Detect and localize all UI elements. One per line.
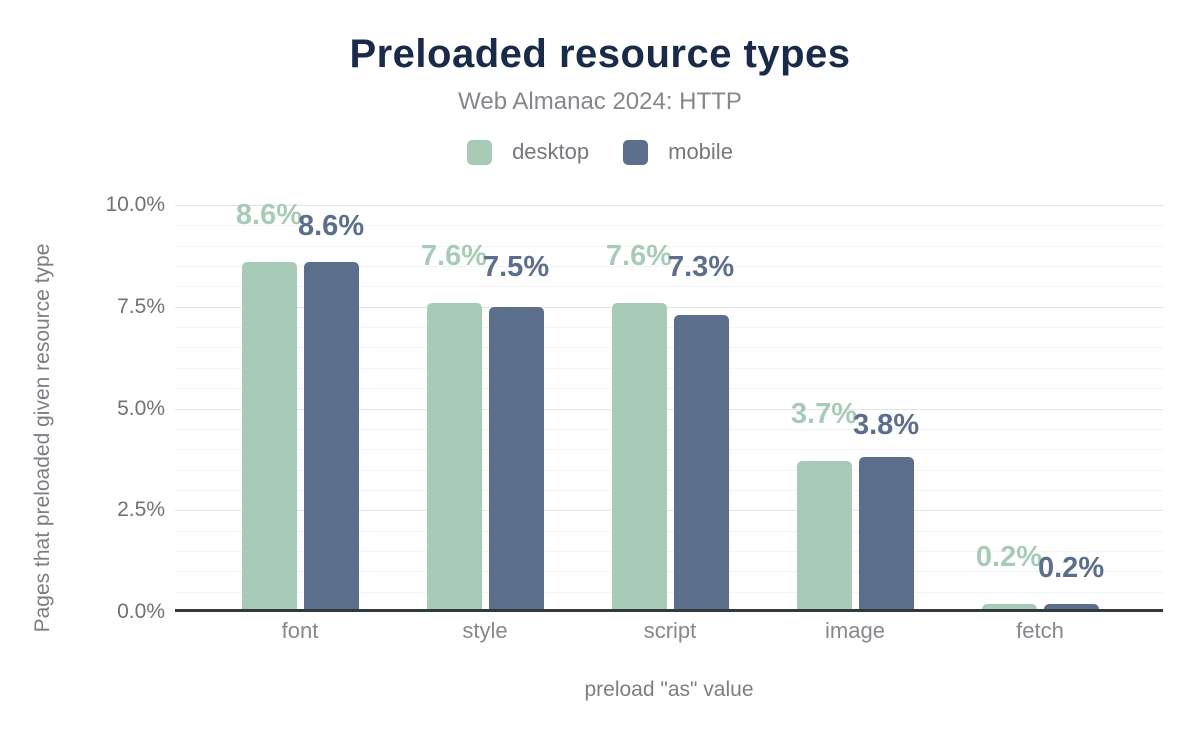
bar-mobile-font <box>303 261 359 612</box>
x-category-label-fetch: fetch <box>1016 618 1064 643</box>
x-category-label-style: style <box>462 618 508 643</box>
chart-subtitle: Web Almanac 2024: HTTP <box>458 88 742 115</box>
legend-label-desktop: desktop <box>512 139 590 164</box>
legend-swatch-desktop <box>467 139 493 165</box>
bar-label-desktop-fetch: 0.2% <box>975 540 1042 573</box>
x-category-label-script: script <box>643 618 697 643</box>
minor-gridline-2 <box>175 530 1163 532</box>
minor-gridline-9 <box>175 245 1163 247</box>
bar-label-desktop-script: 7.6% <box>605 239 672 272</box>
x-category-label-font: font <box>281 618 319 643</box>
minor-gridline-5.5 <box>175 388 1163 390</box>
y-tick-label-0.0%: 0.0% <box>117 600 165 623</box>
y-tick-label-5.0%: 5.0% <box>117 396 165 420</box>
minor-gridline-4.5 <box>175 428 1163 430</box>
bar-desktop-image <box>796 461 852 612</box>
major-gridline-2.5 <box>175 510 1163 512</box>
legend-swatch-mobile <box>623 139 649 165</box>
minor-gridline-1.5 <box>175 550 1163 552</box>
bar-mobile-style <box>488 306 544 612</box>
bar-desktop-style <box>426 302 482 612</box>
minor-gridline-6.5 <box>175 347 1163 349</box>
bar-label-mobile-script: 7.3% <box>668 250 735 283</box>
x-axis-title: preload "as" value <box>584 678 754 701</box>
bar-desktop-font <box>241 261 297 612</box>
major-gridline-10 <box>175 205 1163 206</box>
legend: desktop mobile <box>0 139 1200 165</box>
bar-label-mobile-image: 3.8% <box>853 409 920 442</box>
minor-gridline-3.5 <box>175 469 1163 471</box>
chart-title: Preloaded resource types <box>349 32 851 76</box>
major-gridline-7.5 <box>175 306 1163 308</box>
plot-area: 8.6% 8.6% 7.6% 7.5% 7.6% 7.3% 3.7% 3.8% 0.2% 0.2% <box>175 200 1163 612</box>
major-gridline-5 <box>175 408 1163 410</box>
y-tick-label-2.5%: 2.5% <box>117 498 165 522</box>
minor-gridline-7 <box>175 327 1163 329</box>
bar-desktop-fetch <box>981 603 1037 612</box>
y-tick-label-7.5%: 7.5% <box>117 294 165 318</box>
bar-label-mobile-font: 8.6% <box>298 209 365 242</box>
bar-label-desktop-font: 8.6% <box>235 198 302 231</box>
legend-label-mobile: mobile <box>668 139 733 164</box>
bar-label-mobile-style: 7.5% <box>483 250 550 283</box>
bar-mobile-fetch <box>1043 603 1099 612</box>
bar-desktop-script <box>611 302 667 612</box>
minor-gridline-8.5 <box>175 266 1163 268</box>
y-tick-label-10.0%: 10.0% <box>105 193 165 216</box>
minor-gridline-6 <box>175 367 1163 369</box>
minor-gridline-8 <box>175 286 1163 288</box>
bar-label-desktop-image: 3.7% <box>790 398 857 431</box>
bar-label-mobile-fetch: 0.2% <box>1038 551 1105 584</box>
bar-label-desktop-style: 7.6% <box>420 239 487 272</box>
minor-gridline-3 <box>175 489 1163 491</box>
minor-gridline-0.5 <box>175 591 1163 593</box>
minor-gridline-1 <box>175 571 1163 573</box>
legend-item-mobile: mobile <box>623 139 733 165</box>
minor-gridline-9.5 <box>175 225 1163 227</box>
bar-mobile-script <box>673 314 729 612</box>
legend-item-desktop: desktop <box>467 139 589 165</box>
x-axis-line <box>175 609 1163 612</box>
bar-mobile-image <box>858 457 914 612</box>
x-category-label-image: image <box>825 618 885 643</box>
minor-gridline-4 <box>175 449 1163 451</box>
